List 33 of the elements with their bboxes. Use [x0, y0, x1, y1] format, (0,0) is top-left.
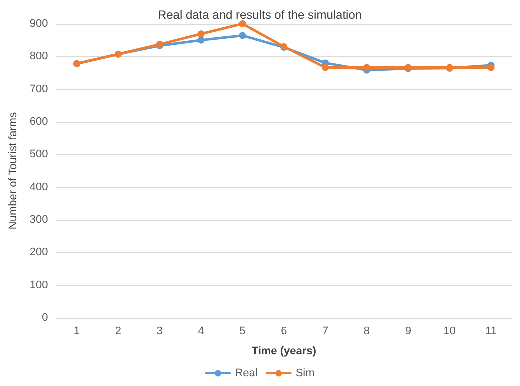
point — [198, 30, 205, 38]
y-axis-title: Number of Tourist farms — [8, 112, 20, 230]
y-tick-label: 100 — [30, 279, 48, 292]
y-tick-label: 700 — [30, 83, 48, 96]
x-tick-label: 11 — [486, 326, 497, 338]
legend-label: Real — [235, 368, 258, 380]
legend-label: Sim — [296, 368, 315, 380]
x-tick-label: 2 — [115, 326, 122, 338]
y-tick-label: 800 — [30, 50, 48, 63]
point — [322, 64, 330, 72]
y-tick-label: 0 — [42, 312, 48, 324]
x-tick-label: 6 — [281, 326, 288, 338]
point — [363, 64, 370, 72]
x-tick-label: 1 — [74, 326, 80, 338]
point — [239, 32, 246, 40]
y-tick-label: 400 — [30, 181, 48, 194]
x-tick-label: 5 — [240, 326, 246, 338]
point — [488, 64, 495, 72]
x-tick-label: 10 — [444, 326, 456, 338]
y-tick-label: 300 — [30, 214, 48, 226]
x-tick-label: 3 — [156, 326, 163, 338]
x-tick-label: 9 — [405, 326, 412, 338]
x-tick-label: 8 — [364, 326, 370, 338]
y-tick-label: 500 — [30, 148, 48, 161]
x-tick-label: 7 — [322, 326, 329, 338]
point — [239, 20, 246, 28]
y-tick-label: 900 — [30, 18, 48, 30]
x-tick-label: 4 — [198, 326, 204, 338]
y-tick-label: 600 — [30, 116, 48, 128]
point — [198, 36, 205, 44]
y-tick-label: 200 — [30, 246, 48, 259]
x-axis-title: Time (years) — [252, 346, 317, 358]
chart-title: Real data and results of the simulation — [158, 8, 362, 22]
